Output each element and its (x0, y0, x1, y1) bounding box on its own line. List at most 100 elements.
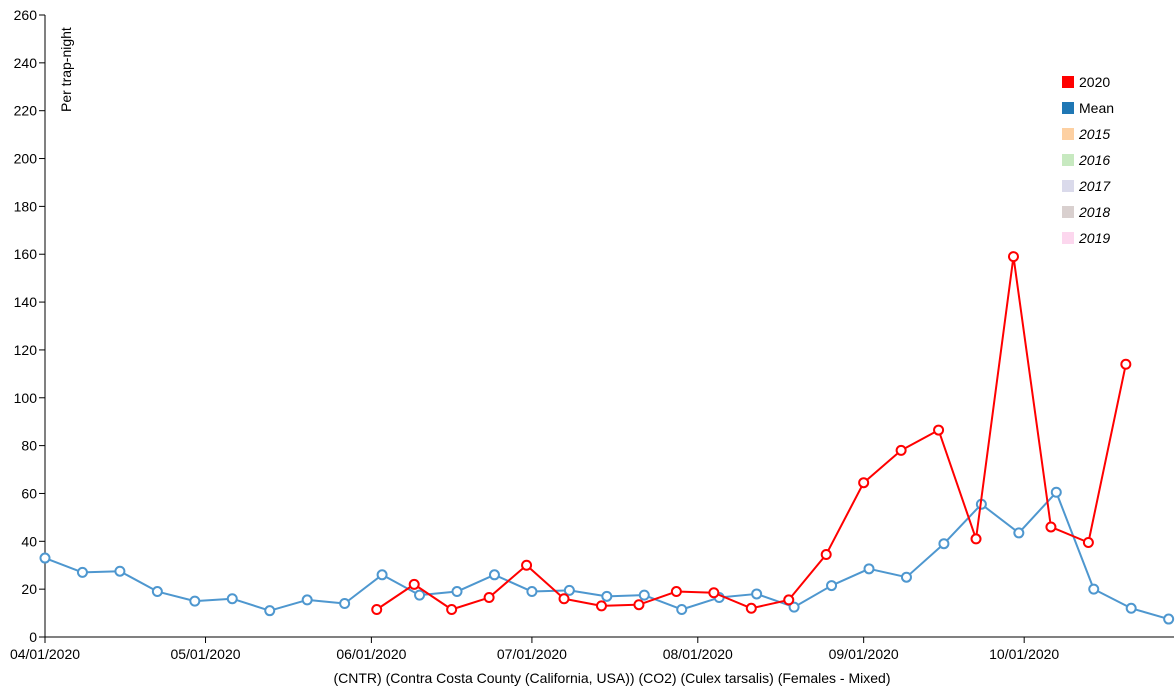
y-tick-label: 160 (14, 246, 38, 262)
data-point-mean (826, 580, 838, 592)
legend-item-2020: 2020 (1062, 74, 1110, 90)
data-point-mean (39, 552, 51, 564)
y-tick-label: 100 (14, 390, 38, 406)
legend-label: 2015 (1078, 126, 1110, 142)
data-point-mean (264, 605, 276, 617)
data-point-mean (151, 586, 163, 598)
y-tick-label: 0 (29, 629, 37, 645)
data-point-2020 (970, 533, 982, 545)
data-point-2020 (1120, 358, 1132, 370)
legend-item-mean: Mean (1062, 100, 1114, 116)
data-point-2020 (895, 444, 907, 456)
data-point-mean (451, 586, 463, 598)
legend-swatch (1062, 76, 1074, 88)
data-point-2020 (820, 548, 832, 560)
data-point-2020 (408, 578, 420, 590)
data-point-2020 (371, 603, 383, 615)
series-2020 (371, 251, 1132, 615)
data-point-2020 (558, 593, 570, 605)
data-point-mean (788, 601, 800, 613)
legend-label: 2016 (1078, 152, 1110, 168)
y-tick-label: 260 (14, 7, 38, 23)
data-point-mean (1125, 602, 1137, 614)
data-point-mean (601, 590, 613, 602)
data-point-mean (414, 589, 426, 601)
data-point-mean (751, 588, 763, 600)
y-tick-label: 40 (21, 533, 37, 549)
data-point-mean (76, 566, 88, 578)
y-tick-label: 180 (14, 198, 38, 214)
data-point-2020 (783, 594, 795, 606)
x-tick-label: 06/01/2020 (336, 646, 406, 662)
y-tick-label: 200 (14, 151, 38, 167)
x-tick-label: 07/01/2020 (497, 646, 567, 662)
x-tick-label: 08/01/2020 (663, 646, 733, 662)
data-point-mean (114, 565, 126, 577)
data-point-mean (226, 593, 238, 605)
legend-label: Mean (1079, 100, 1114, 116)
data-point-mean (938, 538, 950, 550)
y-tick-label: 220 (14, 103, 38, 119)
data-point-2020 (1045, 521, 1057, 533)
data-point-2020 (858, 477, 870, 489)
legend-swatch (1062, 232, 1074, 244)
data-point-mean (488, 569, 500, 581)
legend-item-2018: 2018 (1062, 204, 1110, 220)
legend-item-2016: 2016 (1062, 152, 1110, 168)
y-tick-label: 60 (21, 485, 37, 501)
legend-item-2015: 2015 (1062, 126, 1110, 142)
data-point-mean (339, 598, 351, 610)
data-point-2020 (708, 587, 720, 599)
series-line-2020 (376, 255, 1127, 611)
legend-label: 2017 (1078, 178, 1111, 194)
data-point-mean (189, 595, 201, 607)
data-point-2020 (595, 600, 607, 612)
y-tick-label: 120 (14, 342, 38, 358)
data-point-2020 (483, 592, 495, 604)
x-tick-label: 10/01/2020 (989, 646, 1059, 662)
legend-label: 2019 (1078, 230, 1110, 246)
legend-label: 2020 (1079, 74, 1110, 90)
y-tick-label: 20 (21, 581, 37, 597)
legend-item-2017: 2017 (1062, 178, 1111, 194)
data-point-2020 (521, 559, 533, 571)
legend-swatch (1062, 128, 1074, 140)
legend-swatch (1062, 102, 1074, 114)
data-point-2020 (1082, 537, 1094, 549)
data-point-2020 (446, 603, 458, 615)
data-point-2020 (933, 424, 945, 436)
series-mean (39, 486, 1175, 625)
x-tick-label: 09/01/2020 (829, 646, 899, 662)
x-tick-label: 04/01/2020 (10, 646, 80, 662)
y-tick-label: 140 (14, 294, 38, 310)
data-point-2020 (745, 602, 757, 614)
x-axis-title: (CNTR) (Contra Costa County (California,… (334, 670, 891, 686)
data-point-2020 (1007, 251, 1019, 263)
data-point-mean (638, 589, 650, 601)
y-tick-label: 240 (14, 55, 38, 71)
data-point-2020 (633, 599, 645, 611)
data-point-mean (526, 586, 538, 598)
data-point-mean (301, 594, 313, 606)
data-point-mean (1050, 486, 1062, 498)
data-point-mean (376, 569, 388, 581)
data-point-2020 (670, 586, 682, 598)
legend-item-2019: 2019 (1062, 230, 1110, 246)
data-point-mean (1163, 613, 1175, 625)
legend-swatch (1062, 206, 1074, 218)
y-axis-title: Per trap-night (58, 27, 74, 112)
legend-label: 2018 (1078, 204, 1110, 220)
axes: 0 20 40 60 80 100 120 140 160 180 200 220 240 260 04/0… (10, 7, 1174, 662)
series-layer (39, 251, 1175, 625)
data-point-mean (676, 603, 688, 615)
data-point-mean (863, 563, 875, 575)
legend-swatch (1062, 154, 1074, 166)
data-point-mean (1088, 583, 1100, 595)
y-tick-label: 80 (21, 438, 37, 454)
x-tick-label: 05/01/2020 (170, 646, 240, 662)
data-point-mean (563, 584, 575, 596)
legend-swatch (1062, 180, 1074, 192)
data-point-mean (900, 571, 912, 583)
data-point-mean (1013, 527, 1025, 539)
